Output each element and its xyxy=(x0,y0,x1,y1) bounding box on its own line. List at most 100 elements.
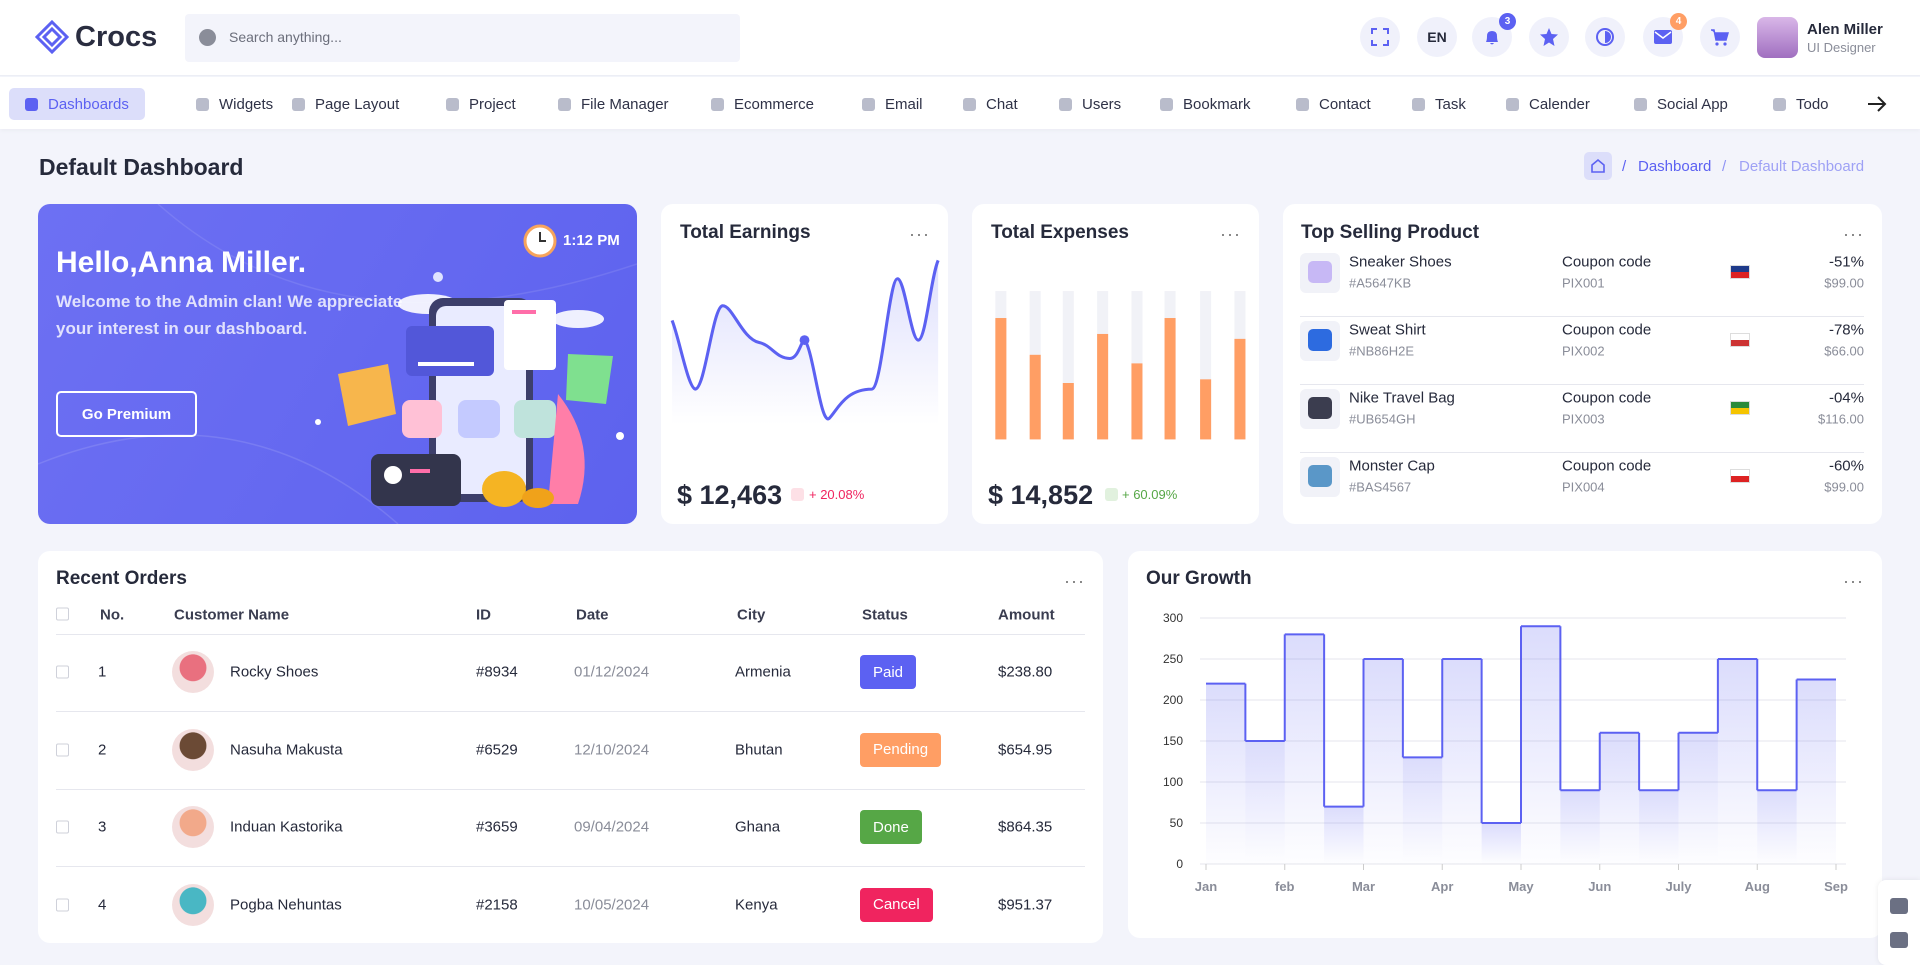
language-button[interactable]: EN xyxy=(1417,17,1457,57)
x-tick-label: Jun xyxy=(1588,879,1611,894)
y-tick-label: 50 xyxy=(1170,816,1184,830)
menu-dots[interactable]: ··· xyxy=(1843,224,1864,244)
recent-orders-card: Recent Orders ··· No. Customer Name ID Date… xyxy=(38,551,1103,943)
nav-item[interactable]: Ecommerce xyxy=(711,88,814,120)
message-button[interactable]: 4 xyxy=(1643,13,1687,57)
nav-item[interactable]: Bookmark xyxy=(1160,88,1251,120)
status-pill: Cancel xyxy=(860,887,933,922)
checkbox[interactable] xyxy=(56,665,69,679)
breadcrumb-item[interactable]: Dashboard xyxy=(1638,158,1712,175)
nav-item[interactable]: Widgets xyxy=(196,88,273,120)
user-avatar[interactable] xyxy=(1757,17,1798,58)
checkbox[interactable] xyxy=(56,820,69,834)
coupon-label: Coupon code xyxy=(1562,457,1652,475)
column-header: Amount xyxy=(998,606,1055,624)
cell-no: 1 xyxy=(98,663,107,681)
x-tick-label: Mar xyxy=(1352,879,1375,894)
header-separator xyxy=(56,634,1085,635)
menu-dots[interactable]: ··· xyxy=(1220,224,1241,244)
top-products-card: Top Selling Product ··· Sneaker Shoes #A5… xyxy=(1283,204,1882,524)
coupon-label: Coupon code xyxy=(1562,389,1652,407)
nav-icon xyxy=(196,97,209,111)
nav-item[interactable]: Users xyxy=(1059,88,1121,120)
column-header: City xyxy=(737,606,766,624)
nav-label: Calender xyxy=(1529,95,1590,113)
checkbox[interactable] xyxy=(56,898,69,911)
column-header: Date xyxy=(576,606,609,624)
checkbox[interactable] xyxy=(56,743,69,756)
row-separator xyxy=(1300,316,1864,317)
card-title: Top Selling Product xyxy=(1301,222,1480,243)
nav-next[interactable] xyxy=(1866,94,1888,114)
flag xyxy=(1730,265,1750,279)
y-tick-label: 100 xyxy=(1163,775,1183,789)
nav-item[interactable]: Project xyxy=(446,88,516,120)
menu-dots[interactable]: ··· xyxy=(1064,571,1085,591)
breadcrumb-sep: / xyxy=(1722,158,1727,175)
icon xyxy=(1486,31,1498,45)
tool-icon[interactable] xyxy=(1890,898,1908,914)
nav-label: Ecommerce xyxy=(734,95,815,113)
welcome-message: Welcome to the Admin clan! We appreciate… xyxy=(56,292,403,338)
nav-item[interactable]: Chat xyxy=(963,88,1018,120)
user-role: UI Designer xyxy=(1807,40,1876,55)
cart-button[interactable] xyxy=(1700,17,1740,57)
coupon-code: PIX004 xyxy=(1562,479,1605,495)
menu-dots[interactable]: ··· xyxy=(909,224,930,244)
step-area xyxy=(1402,757,1443,864)
step-area xyxy=(1678,732,1718,864)
search-box[interactable]: Search anything... xyxy=(185,14,740,62)
nav-item[interactable]: Contact xyxy=(1296,88,1371,120)
premium-button[interactable]: Go Premium xyxy=(56,391,197,437)
nav-item[interactable]: Calender xyxy=(1506,88,1590,120)
favorite-button[interactable] xyxy=(1529,17,1569,57)
discount: -51% xyxy=(1828,253,1864,271)
y-tick-label: 250 xyxy=(1163,652,1183,666)
logo: Crocs xyxy=(75,21,158,53)
theme-button[interactable] xyxy=(1585,17,1625,57)
checkbox[interactable] xyxy=(56,607,69,621)
nav-icon xyxy=(292,97,305,111)
card-title: Total Expenses xyxy=(991,222,1129,243)
x-tick-label: Aug xyxy=(1745,879,1770,894)
home-icon[interactable] xyxy=(1584,152,1612,180)
order-city: Armenia xyxy=(735,663,791,681)
nav-item[interactable]: Dashboards xyxy=(9,88,145,120)
expenses-amount: $ 14,852 xyxy=(988,480,1094,510)
x-tick-label: Jan xyxy=(1195,879,1217,894)
column-header: Status xyxy=(862,606,908,624)
notification-button[interactable]: 3 xyxy=(1472,13,1516,57)
row-separator xyxy=(1300,452,1864,453)
nav-item[interactable]: Social App xyxy=(1634,88,1728,120)
step-area xyxy=(1442,659,1482,864)
fullscreen-button[interactable] xyxy=(1360,17,1400,57)
step-area xyxy=(1599,732,1640,864)
side-tools xyxy=(1878,880,1920,965)
tool-icon[interactable] xyxy=(1890,932,1908,948)
price: $66.00 xyxy=(1824,343,1864,359)
nav-icon xyxy=(25,97,38,111)
nav-item[interactable]: Page Layout xyxy=(292,88,399,120)
cell-no: 3 xyxy=(98,818,107,836)
nav-item[interactable]: Task xyxy=(1412,88,1466,120)
icon xyxy=(1591,158,1605,173)
product-name: Nike Travel Bag xyxy=(1349,389,1455,407)
y-tick-label: 150 xyxy=(1163,734,1183,748)
nav-item[interactable]: File Manager xyxy=(558,88,669,120)
nav-label: Todo xyxy=(1796,95,1829,113)
product-name: Sneaker Shoes xyxy=(1349,253,1452,271)
search-placeholder: Search anything... xyxy=(229,29,342,45)
discount: -78% xyxy=(1828,321,1864,339)
menu-dots[interactable]: ··· xyxy=(1843,571,1864,591)
nav-item[interactable]: Todo xyxy=(1773,88,1829,120)
order-id: #2158 xyxy=(476,896,518,913)
step-area xyxy=(1324,806,1364,864)
nav-label: Contact xyxy=(1319,95,1371,113)
x-tick-label: Apr xyxy=(1431,879,1453,894)
nav-icon xyxy=(1412,97,1425,111)
step-area xyxy=(1363,659,1403,864)
discount: -04% xyxy=(1828,389,1864,407)
step-area xyxy=(1284,634,1325,864)
expenses-bars xyxy=(995,291,1246,440)
nav-item[interactable]: Email xyxy=(862,88,923,120)
